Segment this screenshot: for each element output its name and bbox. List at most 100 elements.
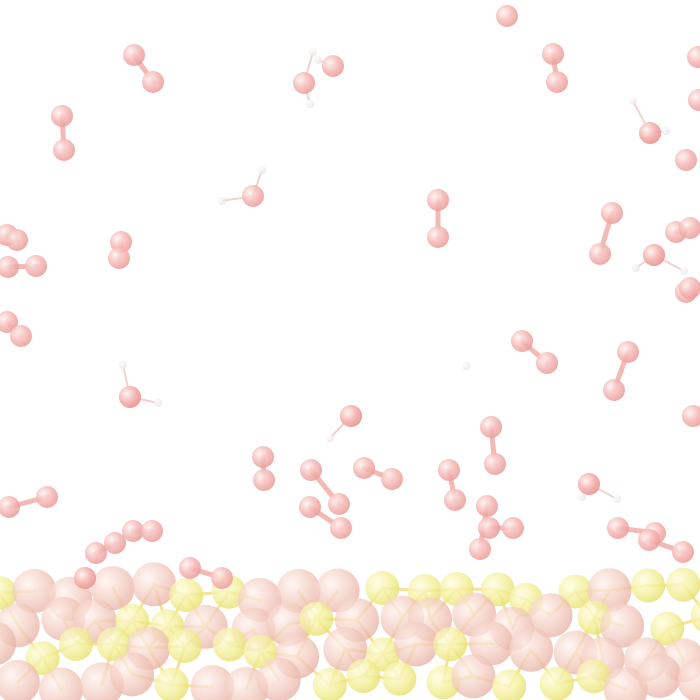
oxygen-atom bbox=[299, 496, 321, 518]
oxygen-atom bbox=[85, 542, 107, 564]
oxygen-atom bbox=[340, 405, 362, 427]
oxygen-atom bbox=[381, 468, 403, 490]
oxygen-atom bbox=[322, 55, 344, 77]
metal-atom bbox=[677, 658, 700, 700]
hydrogen-atom bbox=[326, 434, 334, 442]
oxygen-atom bbox=[242, 185, 264, 207]
oxygen-atom bbox=[511, 330, 533, 352]
gas-molecules bbox=[0, 5, 700, 589]
oxygen-atom bbox=[679, 217, 700, 239]
metal-atom bbox=[0, 622, 17, 665]
sulfur-atom bbox=[433, 627, 468, 662]
metal-atom bbox=[0, 659, 40, 700]
sulfur-atom bbox=[650, 611, 685, 646]
metal-atom bbox=[323, 627, 368, 672]
oxygen-atom bbox=[687, 46, 700, 68]
hydrogen-atom bbox=[306, 100, 314, 108]
oxygen-atom bbox=[542, 43, 564, 65]
oxygen-atom bbox=[476, 495, 498, 517]
oxygen-atom bbox=[502, 517, 524, 539]
hydrogen-atom bbox=[154, 399, 162, 407]
metal-atom bbox=[132, 562, 177, 607]
sulfur-atom bbox=[299, 601, 334, 636]
oxygen-atom bbox=[427, 226, 449, 248]
sulfur-atom bbox=[690, 600, 700, 632]
sulfur-atom bbox=[167, 628, 202, 663]
metal-atom bbox=[603, 667, 648, 700]
metal-atom bbox=[190, 665, 235, 700]
oxygen-atom bbox=[108, 247, 130, 269]
oxygen-atom bbox=[480, 416, 502, 438]
oxygen-atom bbox=[253, 469, 275, 491]
oxygen-atom bbox=[688, 89, 700, 111]
oxygen-atom bbox=[74, 567, 96, 589]
sulfur-atom bbox=[576, 659, 611, 694]
oxygen-atom bbox=[252, 446, 274, 468]
oxygen-atom bbox=[6, 229, 28, 251]
oxygen-atom bbox=[578, 473, 600, 495]
oxygen-atom bbox=[601, 202, 623, 224]
oxygen-atom bbox=[141, 520, 163, 542]
oxygen-atom bbox=[142, 71, 164, 93]
sulfur-atom bbox=[382, 661, 417, 696]
oxygen-atom bbox=[293, 72, 315, 94]
sulfur-atom bbox=[492, 669, 527, 700]
oxygen-atom bbox=[353, 457, 375, 479]
oxygen-atom bbox=[0, 496, 20, 518]
oxygen-atom bbox=[0, 311, 18, 333]
oxygen-atom bbox=[603, 379, 625, 401]
catalyst-surface bbox=[0, 562, 700, 700]
metal-atom bbox=[509, 627, 554, 672]
sulfur-atom bbox=[539, 666, 574, 700]
oxygen-atom bbox=[444, 489, 466, 511]
sulfur-atom bbox=[312, 667, 347, 700]
oxygen-atom bbox=[484, 453, 506, 475]
oxygen-atom bbox=[179, 557, 201, 579]
metal-atom bbox=[600, 603, 645, 648]
oxygen-atom bbox=[427, 189, 449, 211]
metal-atom bbox=[276, 568, 321, 613]
sulfur-atom bbox=[631, 568, 666, 603]
sulfur-atom bbox=[58, 626, 93, 661]
hydrogen-atom bbox=[632, 264, 640, 272]
oxygen-atom bbox=[0, 256, 19, 278]
oxygen-atom bbox=[546, 71, 568, 93]
metal-atom bbox=[256, 657, 301, 700]
sulfur-atom bbox=[558, 574, 593, 609]
hydrogen-atom bbox=[258, 166, 266, 174]
hydrogen-atom bbox=[309, 48, 317, 56]
oxygen-atom bbox=[469, 538, 491, 560]
oxygen-atom bbox=[51, 105, 73, 127]
oxygen-atom bbox=[36, 486, 58, 508]
oxygen-atom bbox=[328, 493, 350, 515]
hydrogen-atom bbox=[462, 362, 470, 370]
hydrogen-atom bbox=[613, 495, 621, 503]
metal-atom bbox=[528, 593, 573, 638]
oxygen-atom bbox=[679, 277, 700, 299]
oxygen-atom bbox=[675, 149, 697, 171]
oxygen-atom bbox=[211, 567, 233, 589]
hydrogen-atom bbox=[629, 97, 637, 105]
metal-atom bbox=[12, 568, 57, 613]
oxygen-atom bbox=[10, 325, 32, 347]
oxygen-atom bbox=[119, 386, 141, 408]
oxygen-atom bbox=[25, 255, 47, 277]
sulfur-atom bbox=[154, 667, 189, 700]
oxygen-atom bbox=[438, 459, 460, 481]
sulfur-atom bbox=[169, 578, 204, 613]
oxygen-atom bbox=[330, 517, 352, 539]
sulfur-atom bbox=[480, 572, 515, 607]
oxygen-atom bbox=[638, 529, 660, 551]
hydrogen-atom bbox=[119, 361, 127, 369]
hydrogen-atom bbox=[218, 197, 226, 205]
oxygen-atom bbox=[496, 5, 518, 27]
hydrogen-atom bbox=[662, 127, 670, 135]
sulfur-atom bbox=[0, 576, 17, 611]
oxygen-atom bbox=[104, 532, 126, 554]
sulfur-atom bbox=[96, 627, 131, 662]
oxygen-atom bbox=[589, 243, 611, 265]
oxygen-atom bbox=[300, 459, 322, 481]
oxygen-atom bbox=[607, 517, 629, 539]
oxygen-atom bbox=[672, 541, 694, 563]
